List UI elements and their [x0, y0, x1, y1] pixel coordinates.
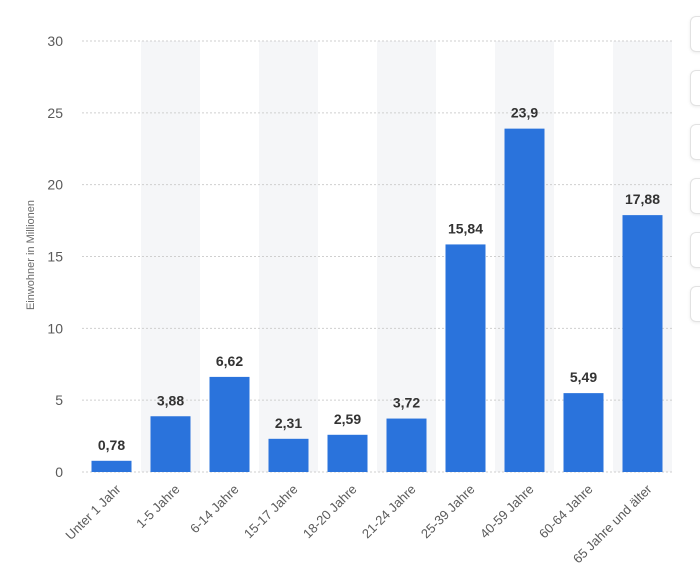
y-tick-label: 10 [47, 320, 63, 336]
y-tick-label: 30 [47, 33, 63, 49]
x-tick-label: 25-39 Jahre [418, 482, 478, 542]
side-toolbar-button[interactable] [690, 178, 700, 214]
x-tick-label: 21-24 Jahre [359, 482, 419, 542]
side-toolbar-button[interactable] [690, 124, 700, 160]
x-tick-label: Unter 1 Jahr [62, 481, 124, 543]
y-tick-label: 5 [55, 392, 63, 408]
x-tick-label: 6-14 Jahre [187, 482, 242, 537]
y-tick-label: 25 [47, 105, 63, 121]
bar[interactable] [622, 215, 663, 472]
x-tick-label: 18-20 Jahre [300, 482, 360, 542]
bar[interactable] [209, 376, 250, 472]
x-tick-label: 40-59 Jahre [477, 482, 537, 542]
bar[interactable] [504, 128, 545, 473]
side-toolbar-button[interactable] [690, 286, 700, 322]
data-label: 6,62 [216, 353, 243, 369]
side-toolbar-button[interactable] [690, 16, 700, 52]
y-axis-title: Einwohner in Millionen [25, 200, 37, 310]
x-tick-label: 60-64 Jahre [536, 482, 596, 542]
side-toolbar-button[interactable] [690, 70, 700, 106]
y-tick-labels: 0 5 10 15 20 25 30 [47, 33, 63, 480]
x-tick-label: 15-17 Jahre [241, 482, 301, 542]
bar[interactable] [327, 434, 368, 472]
data-label: 23,9 [511, 105, 538, 121]
y-tick-label: 0 [55, 464, 63, 480]
y-tick-label: 15 [47, 249, 63, 265]
bar[interactable] [386, 418, 427, 472]
data-label: 2,31 [275, 415, 302, 431]
y-tick-label: 20 [47, 177, 63, 193]
x-tick-labels: Unter 1 Jahr 1-5 Jahre 6-14 Jahre 15-17 Jah… [62, 481, 655, 566]
data-label: 3,72 [393, 395, 420, 411]
data-label: 15,84 [448, 220, 483, 236]
data-labels: 0,78 3,88 6,62 2,31 2,59 3,72 15,84 23,9 5,49 17,… [98, 105, 660, 453]
bar[interactable] [445, 244, 486, 472]
bars [91, 128, 663, 473]
bar[interactable] [268, 438, 309, 472]
category-band [259, 41, 318, 472]
data-label: 5,49 [570, 369, 597, 385]
data-label: 0,78 [98, 437, 125, 453]
data-label: 17,88 [625, 191, 660, 207]
side-toolbar-button[interactable] [690, 232, 700, 268]
bar[interactable] [563, 393, 604, 472]
data-label: 2,59 [334, 411, 361, 427]
data-label: 3,88 [157, 392, 184, 408]
bar[interactable] [91, 460, 132, 472]
x-tick-label: 1-5 Jahre [133, 482, 182, 531]
bar[interactable] [150, 416, 191, 472]
